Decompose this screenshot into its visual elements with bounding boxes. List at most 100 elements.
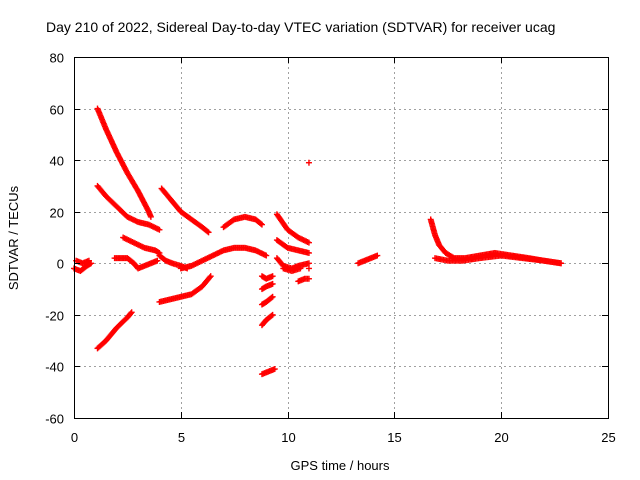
x-tick-label: 15 (387, 430, 401, 445)
data-point-fill (168, 196, 183, 214)
data-point-fill (542, 257, 563, 267)
series-s7 (120, 234, 163, 256)
data-point (297, 265, 304, 272)
x-tick-label: 5 (178, 430, 185, 445)
data-point (263, 252, 270, 259)
data-point (269, 293, 276, 300)
x-tick-label: 0 (71, 430, 78, 445)
x-tick-label: 20 (494, 430, 508, 445)
data-point-fill (103, 325, 119, 343)
series-s13 (258, 273, 276, 282)
data-point-fill (103, 127, 120, 155)
series-s8 (156, 273, 214, 305)
x-tick-label: 10 (281, 430, 295, 445)
series-s21 (280, 265, 304, 275)
data-point-fill (132, 240, 147, 251)
data-point (207, 273, 214, 280)
series-s27 (431, 252, 565, 267)
y-axis-label: SDTVAR / TECUs (6, 185, 21, 290)
data-point (156, 226, 163, 233)
data-point (269, 280, 276, 287)
y-tick-label: 60 (50, 103, 64, 118)
data-point (269, 311, 276, 318)
series-s1 (71, 260, 95, 275)
data-point (305, 159, 312, 166)
data-point-fill (211, 248, 226, 258)
y-tick-label: 20 (50, 206, 64, 221)
data-point-fill (125, 171, 141, 193)
data-point-fill (168, 294, 183, 303)
series-s25 (355, 252, 381, 267)
data-point (85, 257, 92, 264)
data-point-fill (478, 252, 503, 261)
data-point (128, 309, 135, 316)
series-s12 (220, 213, 265, 231)
data-point (374, 252, 381, 259)
series-s22 (295, 275, 312, 285)
data-point-fill (232, 244, 247, 251)
data-point-fill (159, 186, 173, 201)
y-tick-label: 0 (57, 257, 64, 272)
data-point (558, 260, 565, 267)
series-s23 (305, 159, 312, 166)
data-point-fill (189, 217, 204, 230)
y-tick-label: -60 (45, 412, 64, 427)
grid (74, 57, 608, 418)
data-point (258, 221, 265, 228)
data-point-fill (232, 214, 247, 223)
data-point (269, 273, 276, 280)
series-s10 (156, 252, 191, 272)
x-tick-label: 25 (601, 430, 615, 445)
data-point-fill (275, 237, 290, 250)
data-point-fill (125, 214, 140, 225)
series-s3 (94, 105, 154, 220)
data-point-fill (259, 318, 269, 328)
series-s11 (177, 244, 270, 272)
data-point-fill (164, 258, 174, 266)
data-point-fill (114, 150, 130, 175)
data-point (147, 213, 154, 220)
data-point-fill (189, 284, 204, 297)
series-s2 (73, 257, 92, 267)
series-s5 (94, 309, 135, 352)
chart-title: Day 210 of 2022, Sidereal Day-to-day VTE… (46, 19, 555, 35)
x-axis-label: GPS time / hours (291, 458, 390, 473)
data-point-fill (142, 245, 157, 254)
y-tick-label: -40 (45, 360, 64, 375)
y-tick-label: -20 (45, 309, 64, 324)
data-point-fill (432, 233, 442, 247)
y-tick-labels: -60 -40 -20 0 20 40 60 80 (45, 51, 64, 427)
data-point-fill (281, 265, 294, 274)
data-point (305, 239, 312, 246)
data-point-fill (104, 194, 119, 209)
data-points (71, 105, 565, 378)
data-point (271, 366, 278, 373)
series-s16 (258, 311, 276, 329)
data-point-fill (114, 204, 130, 219)
series-s24 (305, 265, 312, 272)
series-s4 (94, 182, 163, 233)
series-s6 (111, 255, 161, 272)
series-s14 (258, 280, 276, 293)
data-point (205, 229, 212, 236)
plot-frame (74, 57, 609, 419)
series-s9 (158, 185, 212, 236)
y-tick-label: 80 (50, 51, 64, 66)
series-s17 (258, 366, 278, 378)
data-point (305, 265, 312, 272)
data-point (305, 249, 312, 256)
x-tick-labels: 0 5 10 15 20 25 (71, 430, 616, 445)
data-point-fill (264, 312, 275, 323)
data-point-fill (253, 217, 264, 227)
data-point (305, 260, 312, 267)
data-point-fill (243, 214, 258, 223)
y-tick-label: 40 (50, 154, 64, 169)
data-point-fill (170, 260, 183, 269)
data-point (305, 275, 312, 282)
series-s18 (273, 211, 312, 246)
data-point-fill (121, 235, 136, 246)
data-point-fill (428, 217, 438, 237)
series-s19 (273, 237, 312, 256)
